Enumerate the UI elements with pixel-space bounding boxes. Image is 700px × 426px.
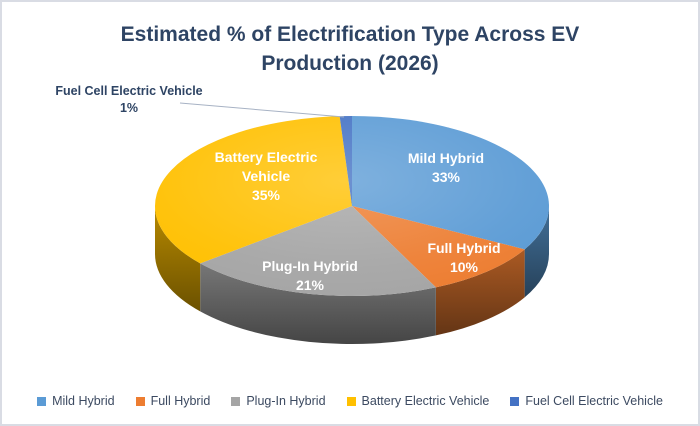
chart-title: Estimated % of Electrification Type Acro… (120, 23, 580, 75)
legend-label: Mild Hybrid (52, 394, 115, 408)
callout-leader-line (179, 102, 345, 118)
legend-marker-square (135, 396, 145, 406)
legend-item-battery-electric-vehicle[interactable]: Battery Electric Vehicle (346, 394, 490, 408)
legend-marker-square (346, 396, 356, 406)
legend: Mild Hybrid Full Hybrid Plug-In Hybrid B… (2, 394, 698, 408)
legend-item-fuel-cell-electric-vehicle[interactable]: Fuel Cell Electric Vehicle (510, 394, 663, 408)
pie-slice-side-plug-in-hybrid (200, 263, 436, 344)
legend-marker-square (37, 396, 47, 406)
callout-fuel-cell-electric-vehicle: Fuel Cell Electric Vehicle 1% (49, 83, 209, 117)
legend-label: Full Hybrid (150, 394, 211, 408)
legend-item-full-hybrid[interactable]: Full Hybrid (135, 394, 211, 408)
callout-pct: 1% (119, 101, 139, 115)
legend-item-plug-in-hybrid[interactable]: Plug-In Hybrid (231, 394, 326, 408)
legend-label: Fuel Cell Electric Vehicle (525, 394, 663, 408)
legend-marker-square (231, 396, 241, 406)
legend-label: Plug-In Hybrid (246, 394, 326, 408)
callout-label: Fuel Cell Electric Vehicle (55, 84, 203, 98)
legend-item-mild-hybrid[interactable]: Mild Hybrid (37, 394, 115, 408)
legend-marker-square (510, 396, 520, 406)
legend-label: Battery Electric Vehicle (361, 394, 490, 408)
